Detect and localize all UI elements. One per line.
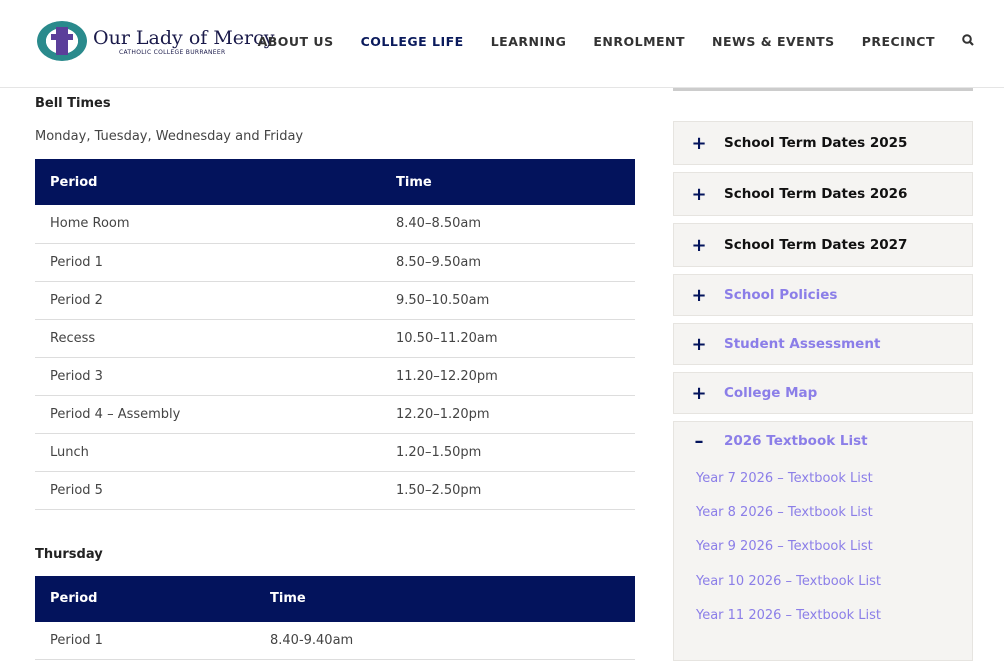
time-cell: 9.50–10.50am [381, 281, 635, 320]
divider [673, 88, 973, 91]
accordion-label: College Map [724, 385, 818, 401]
accordion-label: Student Assessment [724, 336, 881, 352]
accordion-item[interactable]: + College Map [673, 372, 973, 414]
accordion-toggle[interactable]: – 2026 Textbook List [674, 422, 972, 460]
col-period: Period [35, 159, 381, 205]
nav-college-life[interactable]: COLLEGE LIFE [360, 34, 464, 49]
period-cell: Period 3 [35, 357, 381, 396]
accordion-item[interactable]: + School Term Dates 2026 [673, 172, 973, 216]
period-cell: Recess [35, 319, 381, 358]
time-cell: 1.20–1.50pm [381, 433, 635, 472]
accordion-label: School Term Dates 2027 [724, 237, 908, 253]
logo-subtitle: CATHOLIC COLLEGE BURRANEER [119, 48, 226, 56]
sidebar: + School Term Dates 2025 + School Term Date… [673, 88, 973, 661]
time-cell: 1.50–2.50pm [381, 471, 635, 510]
plus-icon: + [691, 382, 707, 404]
period-cell: Home Room [35, 205, 381, 244]
textbook-link[interactable]: Year 8 2026 – Textbook List [696, 505, 873, 521]
table-row: Period 5 1.50–2.50pm [35, 471, 635, 510]
accordion-item[interactable]: + School Term Dates 2025 [673, 121, 973, 165]
col-time: Time [381, 159, 635, 205]
accordion-label: 2026 Textbook List [724, 433, 868, 449]
time-cell: 10.50–11.20am [381, 319, 635, 358]
period-cell: Period 5 [35, 471, 381, 510]
table-row: Period 3 11.20–12.20pm [35, 357, 635, 396]
time-cell: 8.50–9.50am [381, 243, 635, 282]
table-row: Lunch 1.20–1.50pm [35, 433, 635, 472]
period-cell: Period 1 [35, 621, 255, 660]
table-row: Period 2 9.50–10.50am [35, 281, 635, 320]
period-cell: Period 1 [35, 243, 381, 282]
table-row: Period 4 – Assembly 12.20–1.20pm [35, 395, 635, 434]
plus-icon: + [691, 132, 707, 154]
search-icon[interactable] [962, 34, 974, 49]
plus-icon: + [691, 234, 707, 256]
time-cell: 8.40-9.40am [255, 621, 635, 660]
textbook-link[interactable]: Year 9 2026 – Textbook List [696, 539, 873, 555]
table-row: Period 1 8.40-9.40am [35, 621, 635, 660]
plus-icon: + [691, 333, 707, 355]
nav-enrolment[interactable]: ENROLMENT [593, 34, 686, 49]
col-period: Period [35, 575, 255, 622]
main-content: Bell Times Monday, Tuesday, Wednesday an… [35, 96, 635, 660]
table-row: Period 1 8.50–9.50am [35, 243, 635, 282]
nav-precinct[interactable]: PRECINCT [861, 34, 935, 49]
accordion-item[interactable]: + School Term Dates 2027 [673, 223, 973, 267]
accordion-item[interactable]: + School Policies [673, 274, 973, 316]
logo-title: Our Lady of Mercy [93, 26, 275, 49]
thursday-table: Period Time Period 1 8.40-9.40am [35, 575, 635, 660]
accordion-label: School Term Dates 2026 [724, 186, 908, 202]
col-time: Time [255, 575, 635, 622]
main-nav: ABOUT US COLLEGE LIFE LEARNING ENROLMENT… [258, 34, 974, 49]
nav-learning[interactable]: LEARNING [490, 34, 567, 49]
site-header: Our Lady of Mercy CATHOLIC COLLEGE BURRA… [0, 0, 1004, 88]
accordion-textbook-list: – 2026 Textbook List Year 7 2026 – Textbo… [673, 421, 973, 661]
table-row: Recess 10.50–11.20am [35, 319, 635, 358]
period-cell: Period 4 – Assembly [35, 395, 381, 434]
textbook-link[interactable]: Year 7 2026 – Textbook List [696, 471, 873, 486]
accordion-label: School Policies [724, 287, 838, 303]
accordion-label: School Term Dates 2025 [724, 135, 908, 151]
thursday-heading: Thursday [35, 546, 103, 562]
time-cell: 8.40–8.50am [381, 205, 635, 244]
minus-icon: – [694, 430, 704, 452]
nav-news-events[interactable]: NEWS & EVENTS [712, 34, 835, 49]
textbook-link[interactable]: Year 10 2026 – Textbook List [696, 573, 882, 589]
nav-about-us[interactable]: ABOUT US [257, 34, 334, 49]
time-cell: 12.20–1.20pm [381, 395, 635, 434]
textbook-link[interactable]: Year 11 2026 – Textbook List [696, 607, 882, 623]
plus-icon: + [691, 183, 707, 205]
period-cell: Period 2 [35, 281, 381, 320]
logo[interactable]: Our Lady of Mercy CATHOLIC COLLEGE BURRA… [37, 21, 274, 61]
time-cell: 11.20–12.20pm [381, 357, 635, 396]
plus-icon: + [691, 284, 707, 306]
crest-icon [37, 21, 87, 61]
days-label: Monday, Tuesday, Wednesday and Friday [35, 129, 304, 144]
period-cell: Lunch [35, 433, 381, 472]
section-heading: Bell Times [35, 96, 111, 111]
table-row: Home Room 8.40–8.50am [35, 205, 635, 244]
accordion-item[interactable]: + Student Assessment [673, 323, 973, 365]
